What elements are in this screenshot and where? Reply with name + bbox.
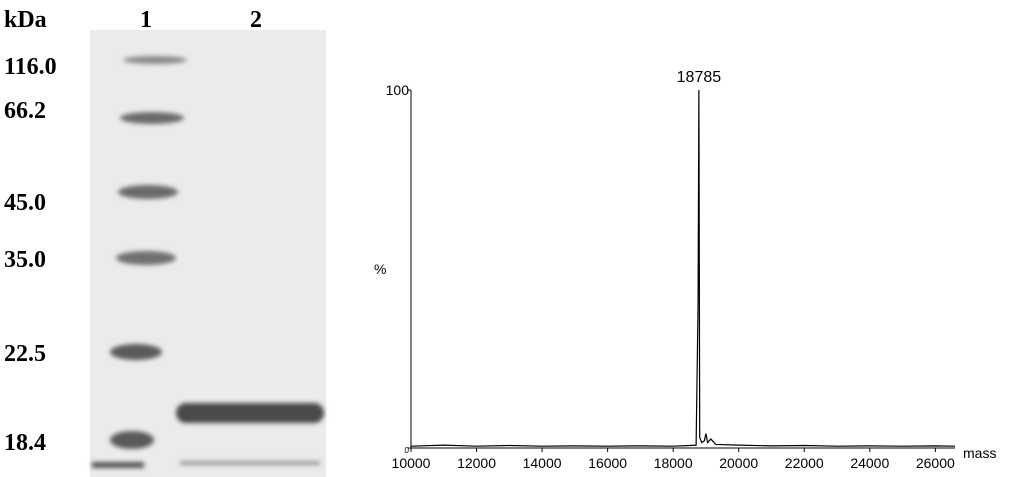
- y-tick-label: 0: [405, 446, 410, 455]
- spectrum-line: [411, 90, 955, 446]
- marker-label: 18.4: [4, 430, 46, 456]
- y-tick-label: 100: [386, 82, 410, 98]
- y-axis-label: %: [374, 261, 386, 277]
- marker-label: 45.0: [4, 190, 46, 216]
- mass-spectrum: 0 100 10000 12000 14000 16000 18000 20000 22000 2…: [374, 69, 996, 471]
- x-tick-label: 22000: [785, 455, 824, 471]
- x-tick-label: 24000: [850, 455, 889, 471]
- x-tick-label: 20000: [719, 455, 758, 471]
- x-axis-label: mass: [963, 445, 996, 461]
- gel-unit: kDa: [4, 7, 47, 33]
- figure: kDa 1 2 116.0 66.2 45.0 35.0 22.5 18.4 0…: [0, 0, 1011, 477]
- x-tick-label: 10000: [392, 455, 431, 471]
- marker-label: 66.2: [4, 98, 46, 124]
- x-tick-label: 18000: [654, 455, 693, 471]
- x-tick-label: 26000: [916, 455, 955, 471]
- lane-label: 2: [250, 7, 262, 33]
- lane-label: 1: [140, 7, 152, 33]
- marker-label: 22.5: [4, 341, 46, 367]
- marker-label: 35.0: [4, 247, 46, 273]
- peak-label: 18785: [677, 69, 722, 86]
- x-tick-label: 12000: [457, 455, 496, 471]
- marker-label: 116.0: [4, 54, 57, 80]
- x-tick-label: 16000: [588, 455, 627, 471]
- x-tick-label: 14000: [523, 455, 562, 471]
